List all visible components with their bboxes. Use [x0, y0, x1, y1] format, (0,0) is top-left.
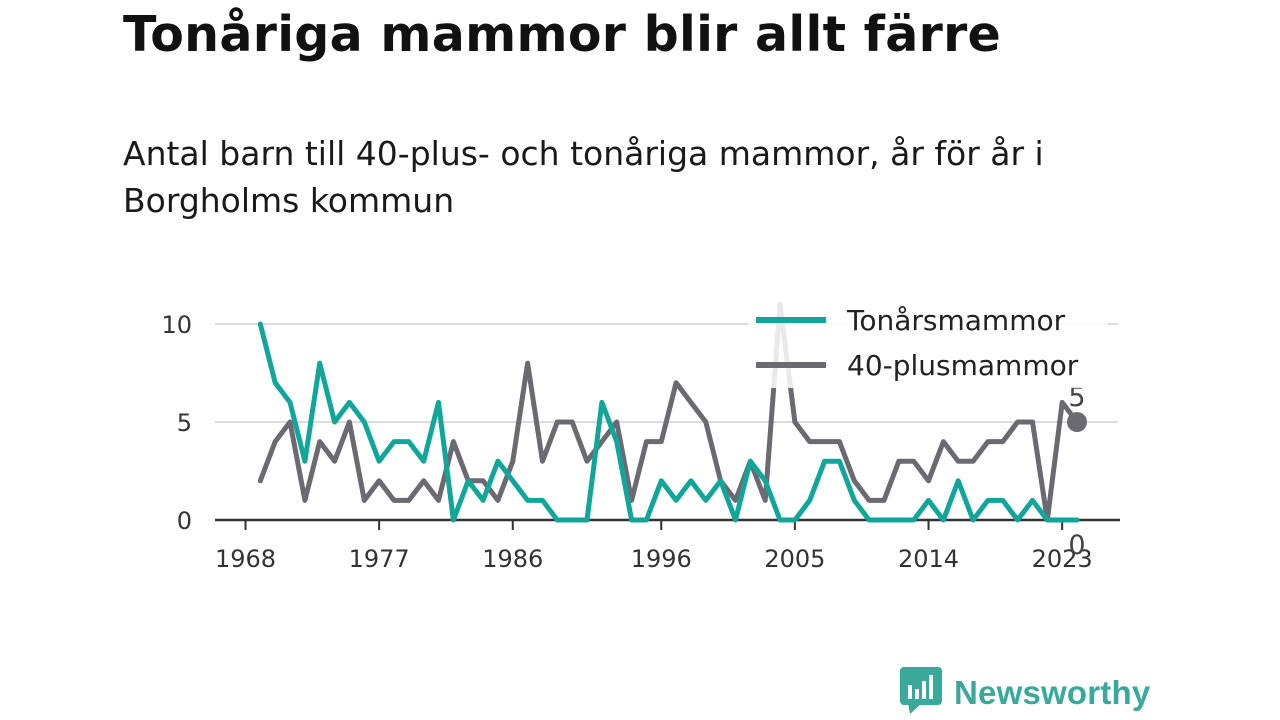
- chart-title: Tonåriga mammor blir allt färre: [123, 6, 1002, 63]
- end-labels: 50: [1067, 382, 1087, 561]
- end-marker-40-plusmammor: [1067, 412, 1087, 432]
- series-lines: [257, 301, 1080, 523]
- y-axis-ticks: 0 5 10: [161, 311, 192, 535]
- y-tick-label: 0: [177, 507, 192, 535]
- series-line-40-plusmammor: [257, 301, 1080, 523]
- x-tick-label: 2023: [1032, 545, 1093, 573]
- legend-background: [748, 296, 1108, 388]
- x-tick-label: 1977: [349, 545, 410, 573]
- y-tick-label: 10: [161, 311, 192, 339]
- end-label-tonarsmammor: 0: [1068, 530, 1085, 561]
- x-tick-label: 2005: [764, 545, 825, 573]
- legend-label: Tonårsmammor: [846, 304, 1066, 337]
- x-tick-label: 1996: [631, 545, 692, 573]
- end-label-40-plusmammor: 5: [1068, 382, 1085, 413]
- brand-name: Newsworthy: [954, 674, 1151, 711]
- x-tick-label: 1986: [482, 545, 543, 573]
- legend: Tonårsmammor 40-plusmammor: [748, 296, 1108, 388]
- x-tick-label: 2014: [898, 545, 959, 573]
- series-line-tonarsmammor: [257, 321, 1080, 523]
- chart-subtitle: Antal barn till 40-plus- och tonåriga ma…: [123, 134, 1044, 220]
- legend-label: 40-plusmammor: [847, 349, 1079, 382]
- x-tick-label: 1968: [215, 545, 276, 573]
- x-axis: 1968 1977 1986 1996 2005 2014 2023: [215, 518, 1120, 573]
- y-tick-label: 5: [177, 409, 192, 437]
- brand-logo: Newsworthy: [900, 667, 1151, 719]
- newsworthy-icon: [900, 667, 942, 719]
